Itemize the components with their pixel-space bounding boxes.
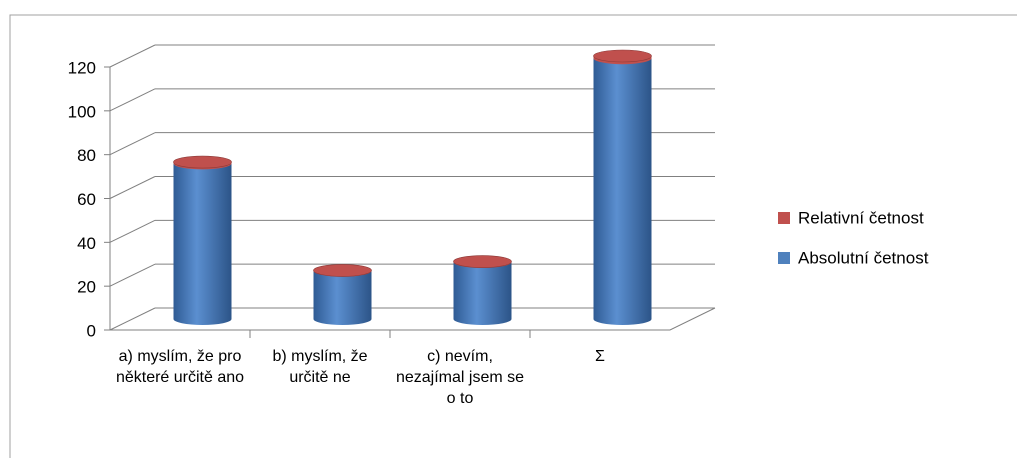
cylinder-part <box>593 49 652 63</box>
cylinder-segment <box>173 163 232 325</box>
legend-label: Relativní četnost <box>798 208 924 227</box>
cylinder-part <box>313 264 372 277</box>
floor <box>110 307 716 331</box>
cylinder-segment <box>593 58 652 325</box>
cylinder-part <box>453 255 512 268</box>
x-tick-label: c) nevím, nezajímal jsem se o to <box>395 348 525 407</box>
cylinder-part <box>173 163 232 319</box>
frame <box>9 14 1017 458</box>
grid-line <box>109 307 156 331</box>
x-tick-label: b) myslím, že určitě ne <box>272 348 368 386</box>
grid-line <box>109 219 156 243</box>
cylinder-part <box>173 155 232 169</box>
y-tick-label: 60 <box>77 190 96 209</box>
cylinder-segment <box>453 255 512 269</box>
y-tick-label: 120 <box>68 58 96 77</box>
legend-swatch <box>778 212 790 224</box>
x-tick-label: a) myslím, že pro některé určitě ano <box>115 348 245 386</box>
cylinder-part <box>593 58 652 320</box>
grid-line <box>109 88 156 112</box>
cylinder-part <box>313 270 372 319</box>
y-tick-label: 0 <box>87 321 96 340</box>
legend-label: Absolutní četnost <box>798 248 929 267</box>
y-tick-label: 40 <box>77 234 96 253</box>
cylinder-part <box>453 262 512 319</box>
grid-line <box>109 132 156 156</box>
x-tick-label: Σ <box>595 348 605 365</box>
y-tick-label: 80 <box>77 146 96 165</box>
cylinder-segment <box>313 264 372 277</box>
y-tick-label: 100 <box>68 102 96 121</box>
grid-line <box>109 44 156 68</box>
cylinder-segment <box>453 262 512 325</box>
cylinder-segment <box>173 155 232 170</box>
grid-line <box>109 176 156 199</box>
cylinder-segment <box>593 49 652 65</box>
cylinder-segment <box>313 270 372 325</box>
legend-swatch <box>778 252 790 264</box>
grid-line <box>109 263 156 287</box>
y-tick-label: 20 <box>77 278 96 297</box>
